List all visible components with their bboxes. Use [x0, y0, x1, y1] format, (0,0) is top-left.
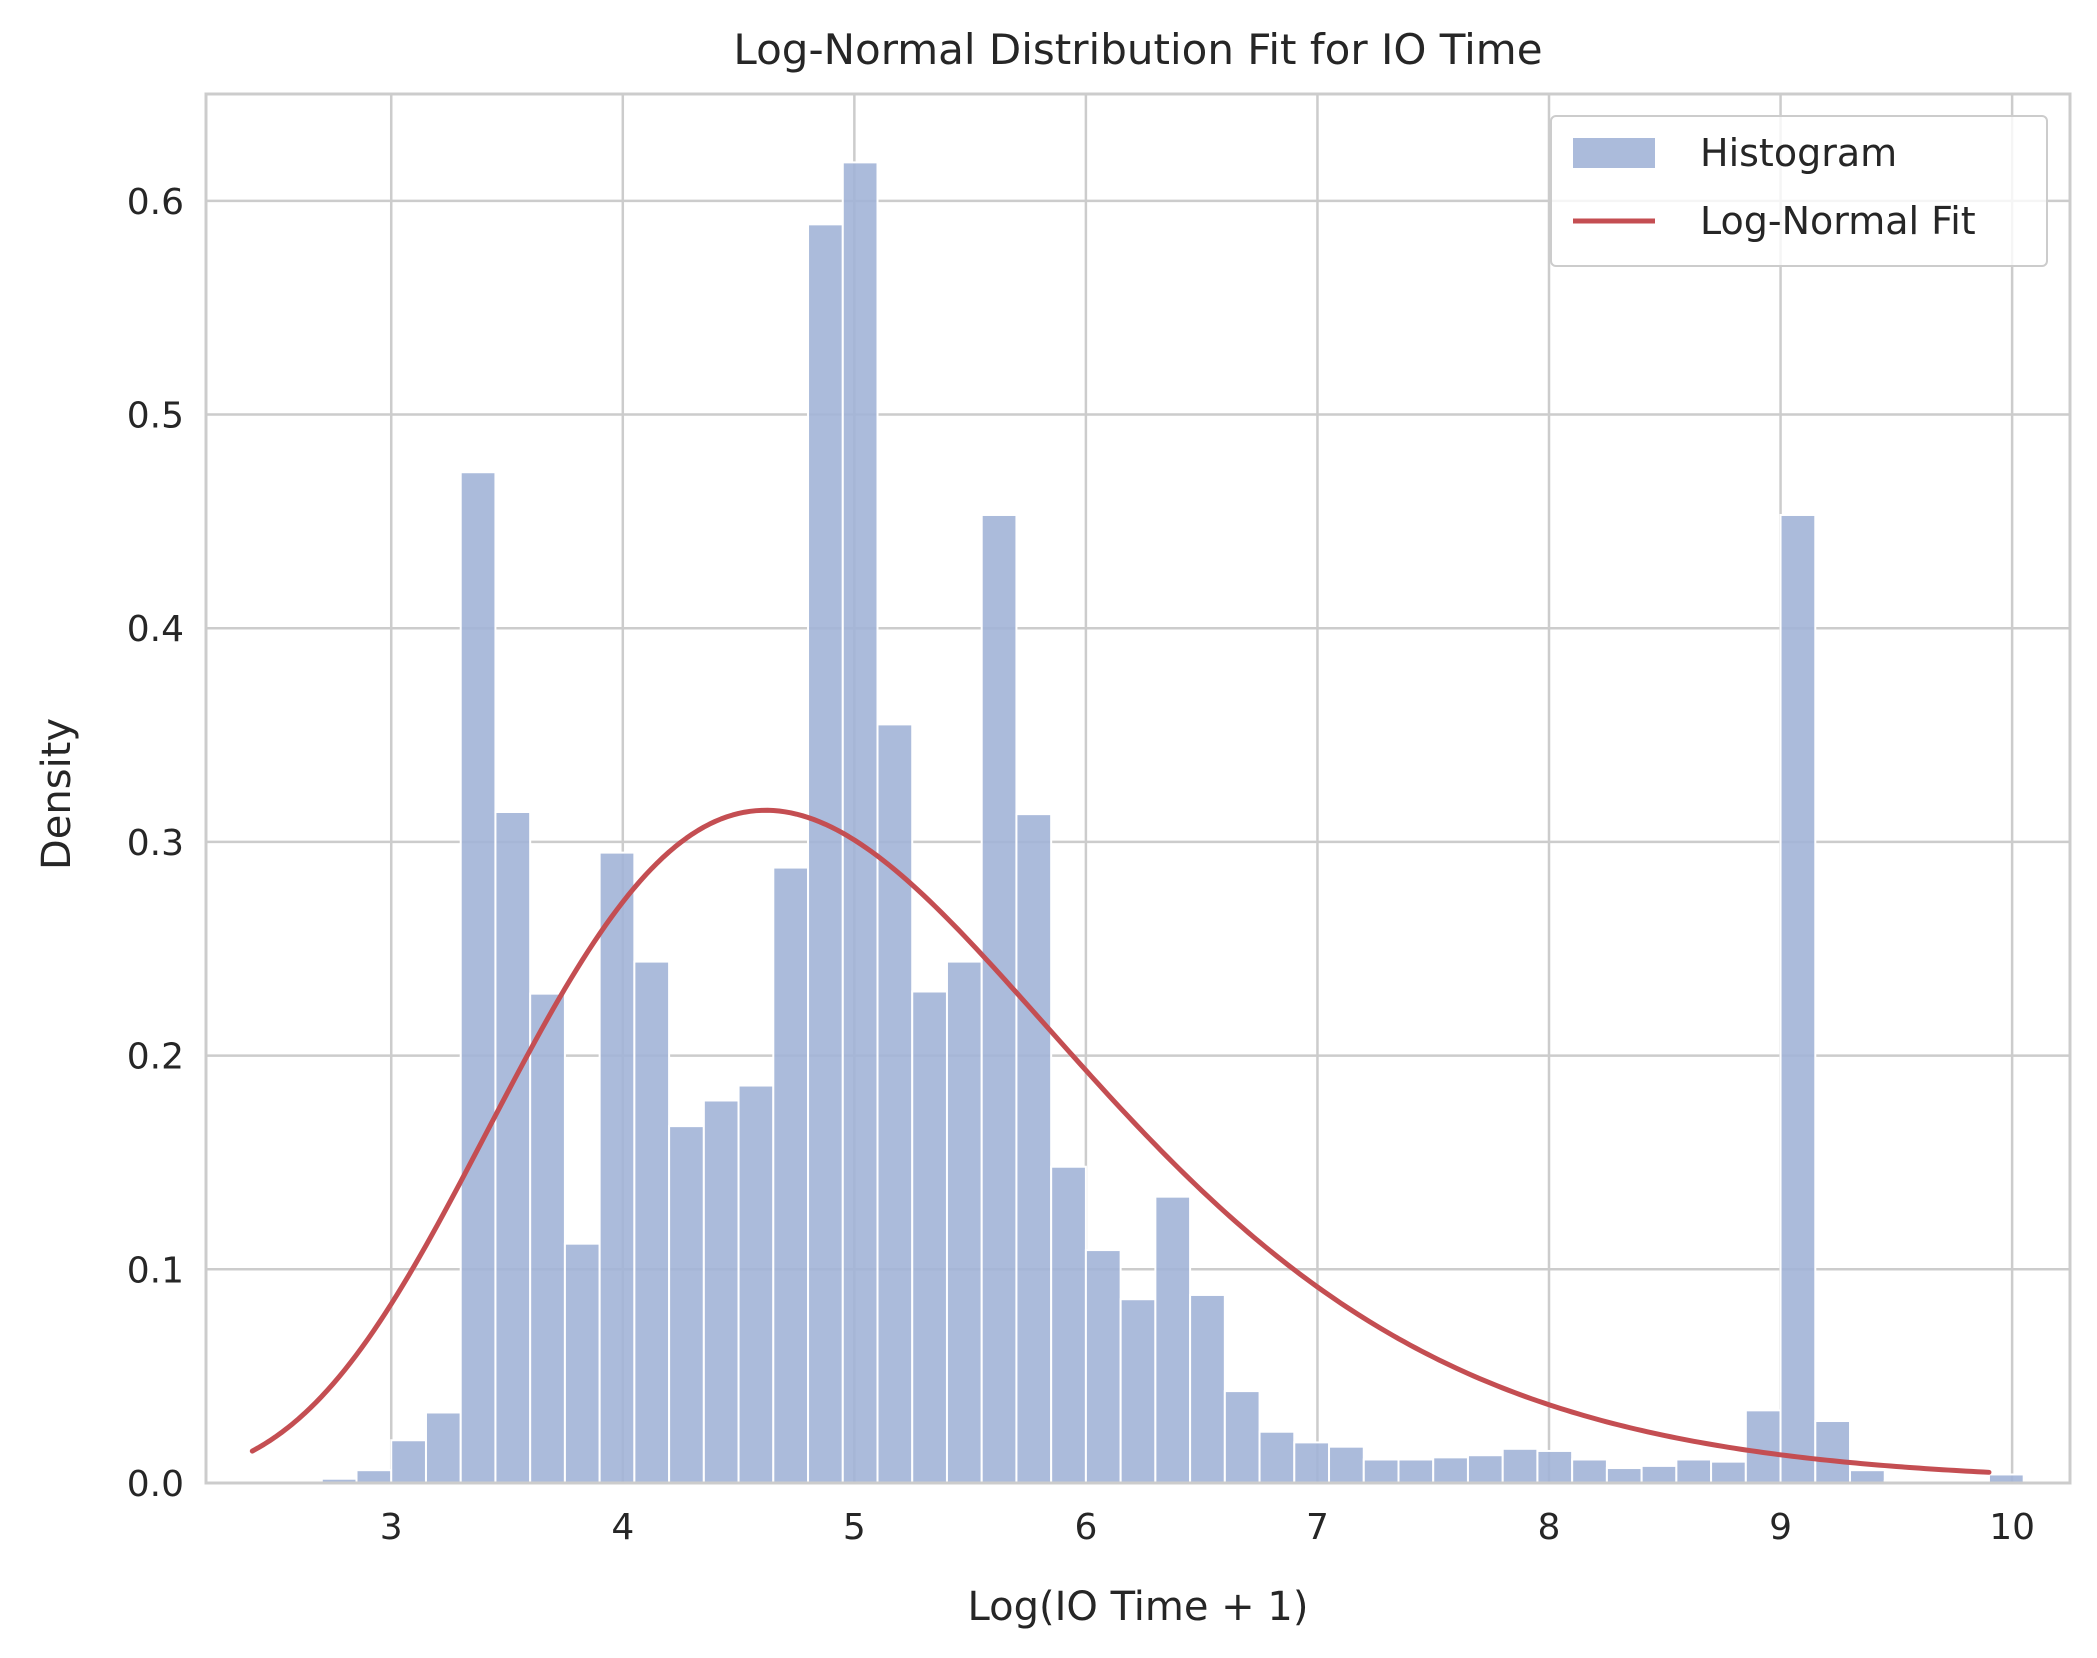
y-tick-label: 0.4 — [127, 609, 184, 650]
histogram-bar — [807, 223, 844, 1485]
x-axis-label: Log(IO Time + 1) — [968, 1584, 1309, 1630]
histogram-bars — [320, 161, 2025, 1485]
histogram-bar — [702, 1099, 740, 1484]
legend: Histogram Log-Normal Fit — [1550, 115, 2048, 267]
histogram-bar — [945, 960, 983, 1484]
histogram-bar — [1710, 1460, 1747, 1484]
y-axis-ticks: 0.0 0.1 0.2 0.3 0.4 0.5 0.6 — [127, 182, 184, 1505]
y-tick-label: 0.5 — [127, 396, 184, 437]
legend-fit-label: Log-Normal Fit — [1700, 199, 1976, 243]
histogram-bar — [1258, 1430, 1296, 1485]
histogram-bar — [1640, 1464, 1678, 1485]
histogram-bar — [529, 992, 566, 1484]
histogram-bar — [1814, 1420, 1852, 1484]
y-tick-label: 0.6 — [127, 182, 184, 223]
x-tick-label: 8 — [1538, 1507, 1561, 1548]
histogram-bar — [563, 1242, 601, 1485]
histogram-bar — [737, 1084, 775, 1485]
histogram-bar — [1397, 1458, 1435, 1485]
histogram-bar — [1015, 813, 1053, 1484]
histogram-bar — [459, 471, 497, 1484]
histogram-bar — [1328, 1445, 1365, 1485]
x-tick-label: 4 — [611, 1507, 634, 1548]
log-normal-fit-line — [249, 807, 1992, 1475]
histogram-bar — [1605, 1467, 1643, 1484]
x-tick-label: 10 — [1989, 1507, 2035, 1548]
x-axis-ticks: 3 4 5 6 7 8 9 10 — [380, 1507, 2035, 1548]
plot-frame — [204, 92, 2072, 1485]
x-tick-label: 3 — [380, 1507, 403, 1548]
histogram-bar — [876, 723, 914, 1484]
histogram-bar — [1189, 1293, 1226, 1485]
histogram-bar — [1744, 1409, 1782, 1484]
histogram-bar — [1050, 1165, 1087, 1484]
x-tick-label: 7 — [1306, 1507, 1329, 1548]
histogram-bar — [1536, 1449, 1574, 1485]
histogram-bar — [980, 513, 1018, 1484]
histogram-bar — [668, 1125, 705, 1484]
histogram-bar — [1501, 1447, 1539, 1484]
histogram-bar — [390, 1439, 427, 1485]
histogram-bar — [1779, 513, 1817, 1484]
legend-histogram-swatch — [1573, 138, 1655, 168]
histogram-bar — [1466, 1454, 1504, 1484]
x-tick-label: 9 — [1769, 1507, 1792, 1548]
x-tick-label: 5 — [843, 1507, 866, 1548]
y-tick-label: 0.1 — [127, 1250, 184, 1291]
histogram-bar — [772, 866, 810, 1484]
histogram-bar — [598, 851, 636, 1484]
legend-histogram-label: Histogram — [1700, 131, 1897, 175]
histogram-bar — [1849, 1469, 1886, 1485]
histogram-bar — [1223, 1390, 1261, 1484]
histogram-bar — [1432, 1456, 1469, 1485]
y-axis-label: Density — [34, 718, 80, 870]
histogram-bar — [355, 1469, 393, 1485]
y-tick-label: 0.3 — [127, 823, 184, 864]
x-tick-label: 6 — [1074, 1507, 1097, 1548]
y-tick-label: 0.2 — [127, 1037, 184, 1078]
histogram-bar — [1362, 1458, 1400, 1485]
histogram-bar — [1119, 1298, 1157, 1484]
histogram-bar — [633, 960, 671, 1484]
histogram-bar — [494, 811, 532, 1484]
histogram-bar — [841, 161, 879, 1484]
histogram-bar — [911, 990, 948, 1484]
histogram-bar — [1154, 1195, 1192, 1485]
histogram-bar — [1675, 1458, 1713, 1485]
histogram-bar — [424, 1411, 462, 1485]
histogram-bar — [1084, 1249, 1122, 1485]
chart-title: Log-Normal Distribution Fit for IO Time — [733, 25, 1542, 74]
legend-frame — [1550, 115, 2048, 267]
histogram-bar — [1571, 1458, 1608, 1485]
y-tick-label: 0.0 — [127, 1464, 184, 1505]
histogram-bar — [1293, 1441, 1331, 1484]
